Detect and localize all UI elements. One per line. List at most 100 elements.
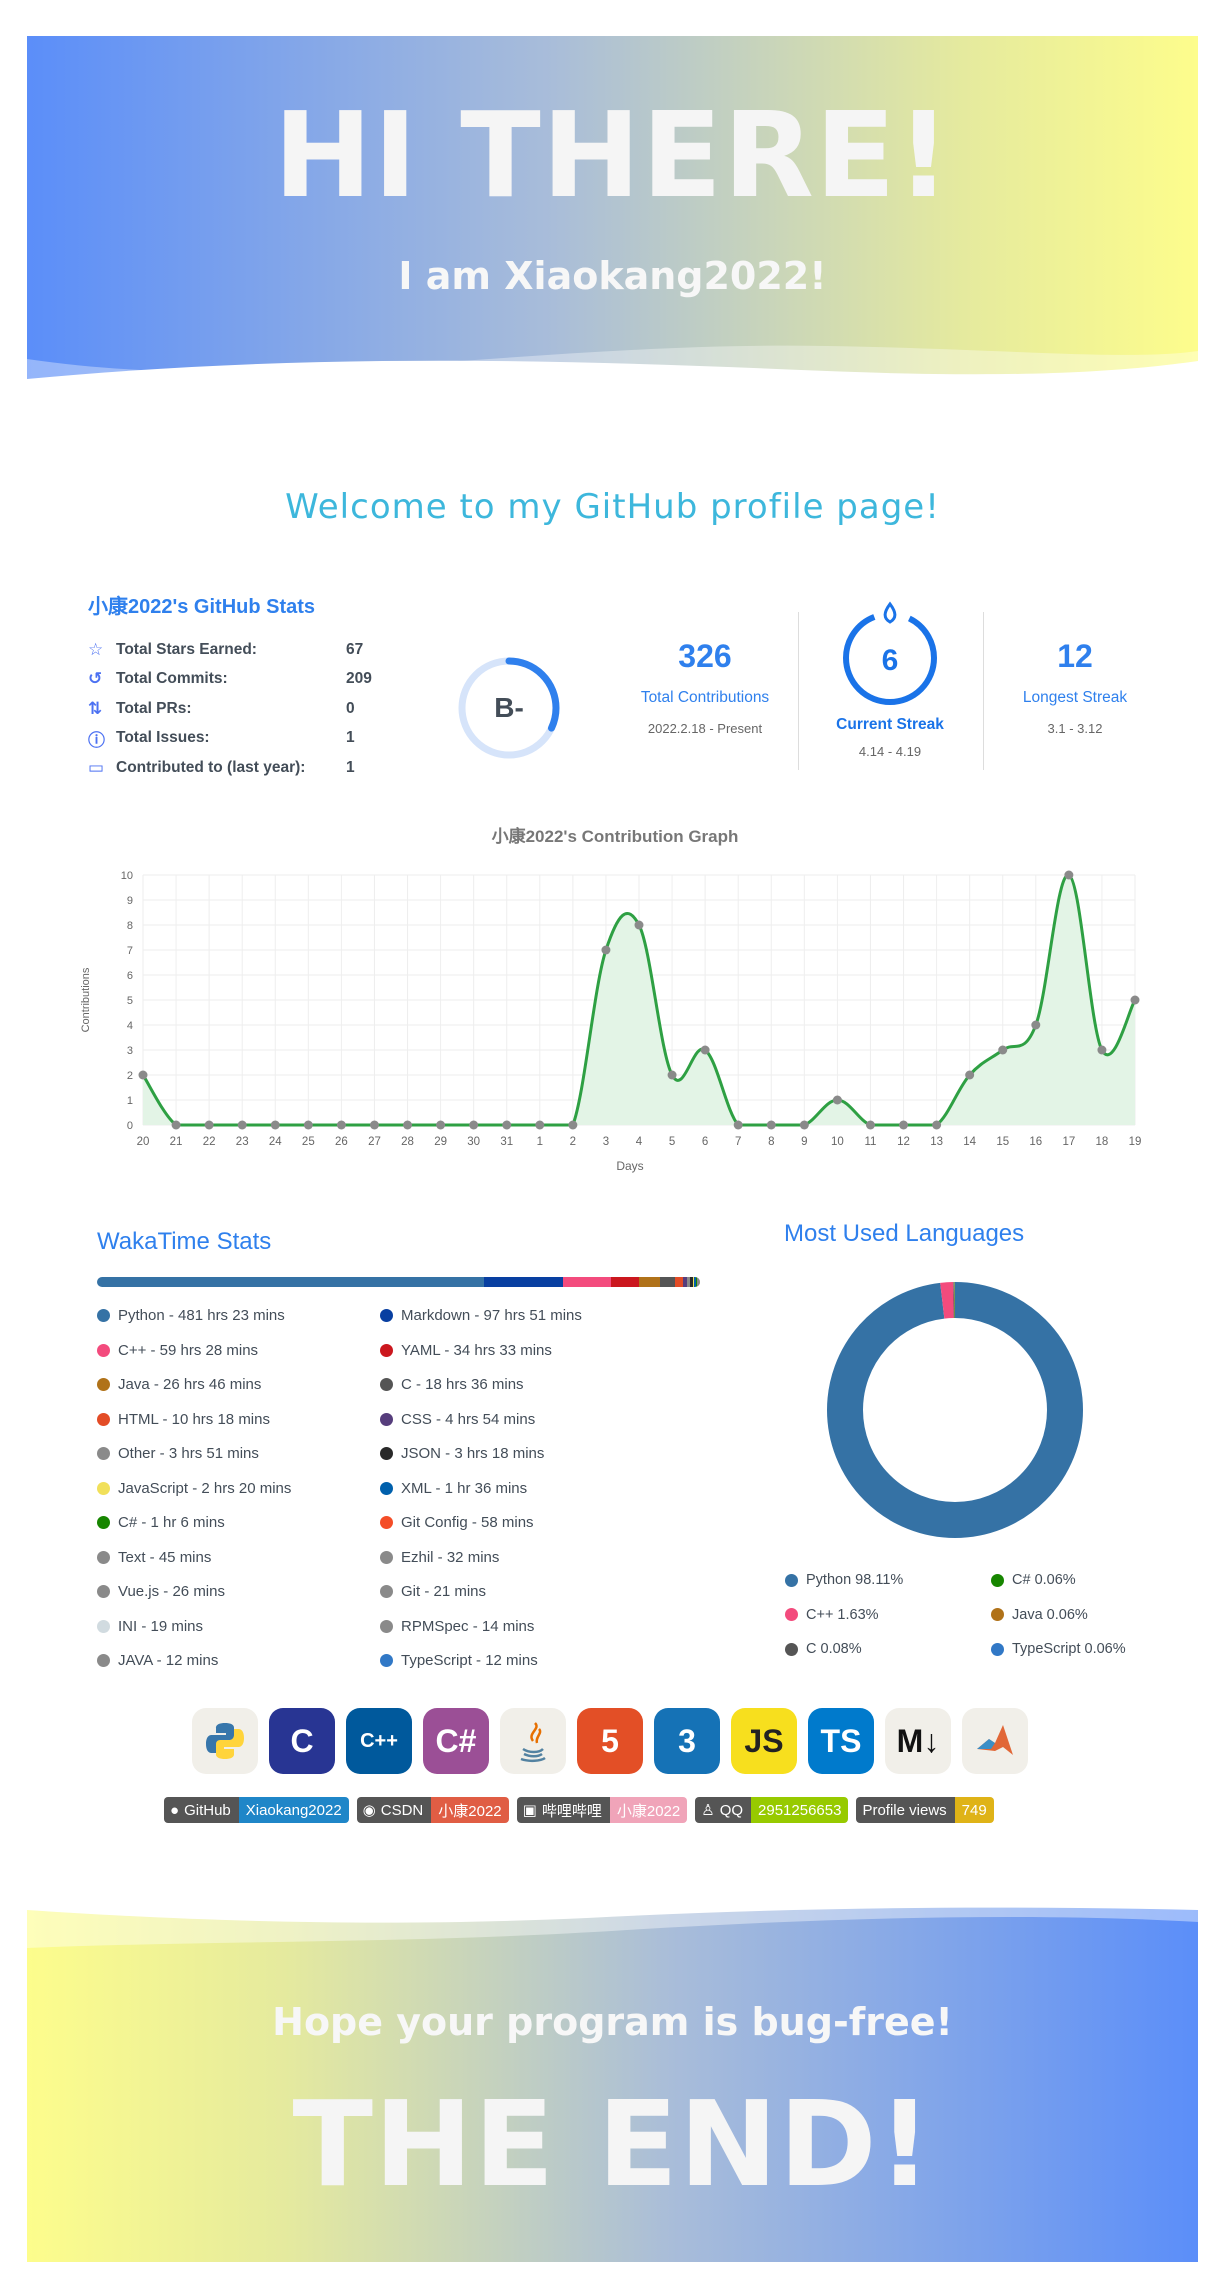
color-dot: [380, 1412, 393, 1426]
languages-donut-chart: [827, 1282, 1083, 1538]
data-point: [469, 1120, 479, 1130]
language-label: Java 0.06%: [1012, 1606, 1088, 1623]
x-tick-label: 15: [996, 1136, 1009, 1148]
wakatime-item: CSS - 4 hrs 54 mins: [380, 1411, 535, 1428]
data-point: [601, 945, 611, 955]
wakatime-label: Python - 481 hrs 23 mins: [118, 1307, 285, 1324]
bilibili-icon: ▣: [522, 1802, 537, 1819]
language-label: C 0.08%: [806, 1641, 862, 1657]
tech-icons-row: C C++ C# 5 3 JS TS M↓: [192, 1708, 1032, 1776]
c-icon: C: [269, 1708, 335, 1774]
wakatime-item: Markdown - 97 hrs 51 mins: [380, 1307, 582, 1324]
stat-label: Contributed to (last year):: [116, 758, 306, 776]
x-tick-label: 25: [302, 1136, 315, 1148]
qq-badge[interactable]: ♙ QQ 2951256653: [695, 1797, 849, 1823]
badge-left-label: GitHub: [184, 1801, 231, 1819]
header-banner: HI THERE! I am Xiaokang2022!: [27, 36, 1198, 411]
footer-banner: Hope your program is bug-free! THE END!: [27, 1900, 1198, 2262]
data-point: [1064, 870, 1074, 880]
wakatime-label: HTML - 10 hrs 18 mins: [118, 1410, 270, 1428]
python-icon: [192, 1708, 258, 1774]
pull-request-icon: ⇅: [88, 698, 103, 718]
stat-value: 1: [346, 758, 355, 776]
wakatime-label: Other - 3 hrs 51 mins: [118, 1445, 259, 1462]
contribution-graph: 小康2022's Contribution Graph Days Contrib…: [80, 826, 1141, 1173]
color-dot: [785, 1642, 798, 1656]
badge-right: 小康2022: [431, 1797, 509, 1823]
current-streak-value: 6: [882, 644, 899, 677]
repo-icon: ▭: [88, 757, 105, 777]
progress-segment: [694, 1277, 696, 1287]
tech-icon-text: 5: [601, 1722, 619, 1759]
color-dot: [991, 1642, 1004, 1656]
wakatime-label: JAVA - 12 mins: [118, 1652, 219, 1669]
tech-icon-glyph: [520, 1722, 546, 1763]
typescript-icon: TS: [808, 1708, 874, 1774]
wakatime-label: C++ - 59 hrs 28 mins: [118, 1341, 259, 1359]
bilibili-badge[interactable]: ▣ 哔哩哔哩 小康2022: [516, 1797, 688, 1823]
html5-icon: 5: [577, 1708, 643, 1774]
x-tick-label: 13: [930, 1136, 943, 1148]
github-badge[interactable]: ● GitHub Xiaokang2022: [164, 1797, 349, 1823]
longest-streak-label: Longest Streak: [1022, 689, 1128, 706]
csdn-icon: ◉: [362, 1802, 376, 1819]
data-point: [237, 1120, 247, 1130]
donut-slice: [827, 1282, 1083, 1538]
wakatime-item: Java - 26 hrs 46 mins: [97, 1376, 261, 1393]
color-dot: [785, 1573, 798, 1587]
language-legend-item: C# 0.06%: [991, 1572, 1076, 1588]
grade-ring: [458, 657, 560, 759]
progress-segment: [696, 1277, 698, 1287]
footer-wave: [27, 1900, 1198, 1948]
wakatime-label: Git - 21 mins: [401, 1583, 487, 1600]
x-tick-label: 12: [897, 1136, 910, 1148]
qq-icon: ♙: [701, 1802, 715, 1819]
color-dot: [97, 1550, 110, 1564]
progress-segment: [683, 1277, 687, 1287]
color-dot: [785, 1608, 798, 1621]
languages-title: Most Used Languages: [784, 1220, 1025, 1247]
github-stats-card: 小康2022's GitHub Stats ☆ Total Stars Earne…: [88, 590, 568, 790]
y-tick-label: 10: [121, 870, 133, 882]
wakatime-label: INI - 19 mins: [118, 1617, 204, 1635]
x-tick-label: 1: [537, 1136, 543, 1148]
wakatime-label: Vue.js - 26 mins: [118, 1583, 225, 1600]
badge-right-label: 小康2022: [438, 1802, 502, 1820]
csharp-icon: C#: [423, 1708, 489, 1774]
badge-left: ◉ CSDN: [356, 1797, 432, 1823]
color-dot: [380, 1619, 393, 1633]
data-point: [766, 1120, 776, 1130]
star-icon: ☆: [88, 639, 104, 659]
y-tick-label: 2: [127, 1070, 133, 1082]
longest-streak: 12 Longest Streak 3.1 - 3.12: [985, 638, 1165, 736]
wakatime-label: RPMSpec - 14 mins: [401, 1617, 535, 1635]
wakatime-label: Java - 26 hrs 46 mins: [118, 1376, 262, 1393]
data-point: [799, 1120, 809, 1130]
github-icon: ●: [170, 1801, 180, 1819]
language-legend-item: TypeScript 0.06%: [991, 1641, 1126, 1657]
tech-icon-text: JS: [744, 1722, 784, 1759]
wakatime-item: Python - 481 hrs 23 mins: [97, 1307, 285, 1324]
data-point: [865, 1120, 875, 1130]
wakatime-item: YAML - 34 hrs 33 mins: [380, 1342, 552, 1359]
stat-label: Total Commits:: [116, 670, 228, 688]
color-dot: [97, 1412, 110, 1426]
profile-views-badge[interactable]: Profile views 749: [856, 1797, 994, 1823]
color-dot: [380, 1481, 393, 1495]
tech-icon-text: C: [290, 1722, 314, 1759]
wakatime-item: Other - 3 hrs 51 mins: [97, 1445, 259, 1462]
y-tick-label: 3: [127, 1045, 133, 1057]
wakatime-label: Ezhil - 32 mins: [401, 1548, 500, 1566]
stat-row: ⇅ Total PRs: 0: [88, 694, 568, 724]
wakatime-item: Git - 21 mins: [380, 1583, 486, 1600]
cpp-icon: C++: [346, 1708, 412, 1774]
stat-row: ↺ Total Commits: 209: [88, 665, 568, 695]
progress-segment: [675, 1277, 684, 1287]
donut-slice: [827, 1282, 1083, 1538]
progress-segment: [659, 1277, 675, 1287]
data-point: [1031, 1020, 1041, 1030]
color-dot: [380, 1378, 393, 1391]
issue-icon: ⓘ: [88, 730, 105, 750]
csdn-badge[interactable]: ◉ CSDN 小康2022: [356, 1797, 509, 1823]
wakatime-label: Text - 45 mins: [118, 1548, 212, 1566]
